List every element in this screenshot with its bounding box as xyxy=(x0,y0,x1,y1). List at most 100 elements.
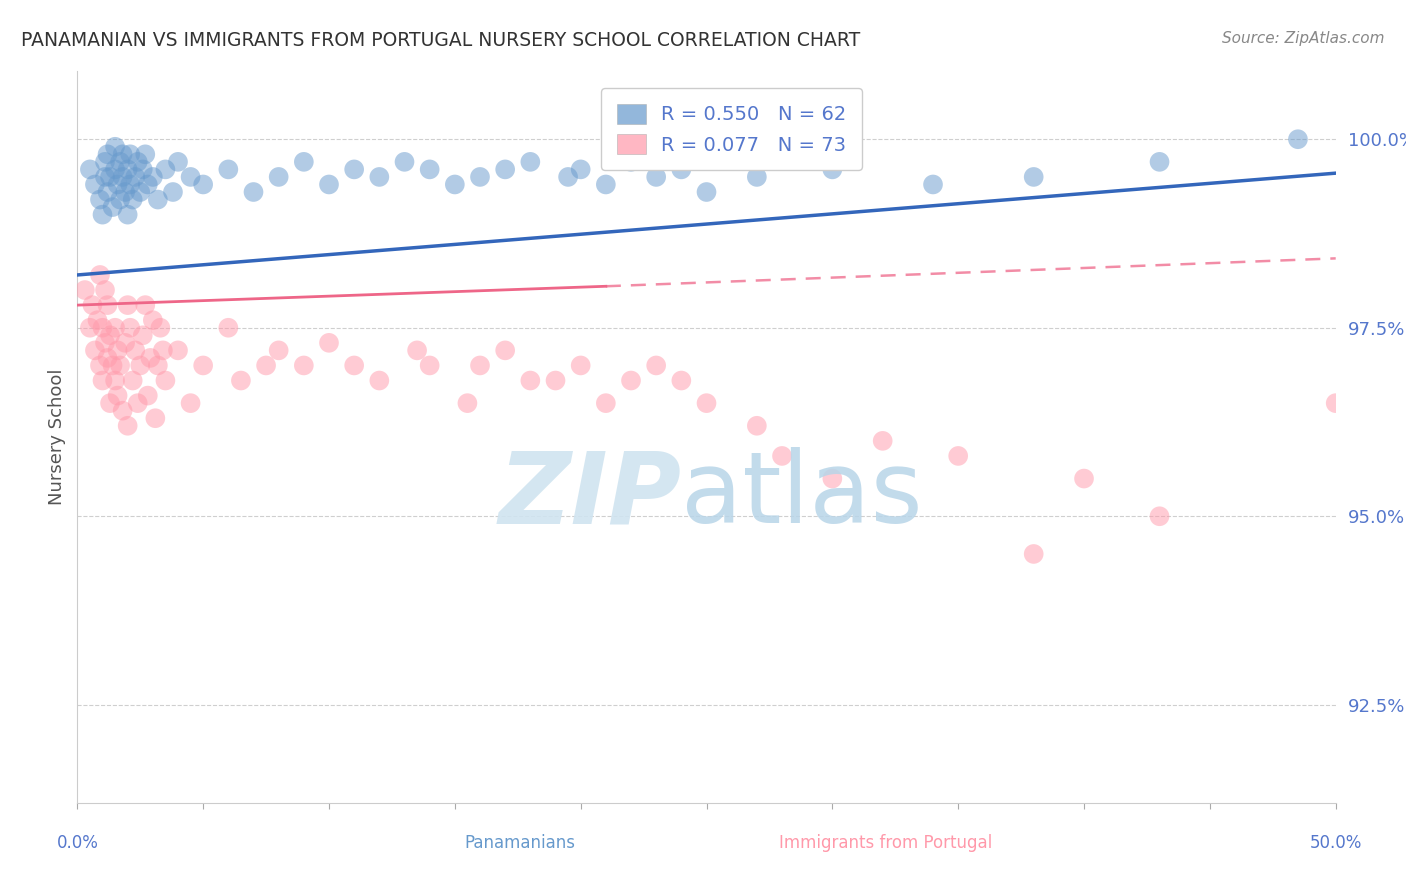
Point xyxy=(94,169,117,184)
Point xyxy=(146,359,169,373)
Point xyxy=(89,193,111,207)
Point xyxy=(292,154,315,169)
Point xyxy=(1286,132,1309,146)
Point xyxy=(872,434,894,448)
Point xyxy=(155,162,177,177)
Point xyxy=(127,396,149,410)
Point xyxy=(89,359,111,373)
Point xyxy=(96,351,118,365)
Point xyxy=(494,162,516,177)
Point xyxy=(96,298,118,312)
Point xyxy=(132,162,155,177)
Text: Immigrants from Portugal: Immigrants from Portugal xyxy=(779,834,993,852)
Point xyxy=(146,193,169,207)
Point xyxy=(108,193,131,207)
Point xyxy=(111,403,134,417)
Point xyxy=(107,178,129,192)
Point xyxy=(1022,547,1045,561)
Point xyxy=(343,162,366,177)
Point xyxy=(111,169,134,184)
Point xyxy=(696,396,718,410)
Point xyxy=(343,359,366,373)
Point xyxy=(162,185,184,199)
Point xyxy=(948,449,970,463)
Point xyxy=(821,162,844,177)
Point xyxy=(107,389,129,403)
Text: 0.0%: 0.0% xyxy=(56,834,98,852)
Point xyxy=(406,343,429,358)
Point xyxy=(79,320,101,334)
Point xyxy=(595,178,617,192)
Point xyxy=(569,162,592,177)
Point xyxy=(569,359,592,373)
Point xyxy=(180,169,202,184)
Point xyxy=(129,185,152,199)
Point xyxy=(671,162,693,177)
Point xyxy=(120,147,142,161)
Point xyxy=(696,185,718,199)
Point xyxy=(1149,509,1171,524)
Point xyxy=(94,154,117,169)
Point xyxy=(134,147,156,161)
Point xyxy=(101,359,124,373)
Point xyxy=(108,359,131,373)
Point xyxy=(86,313,108,327)
Point xyxy=(124,343,146,358)
Point xyxy=(114,185,136,199)
Point xyxy=(1324,396,1347,410)
Point xyxy=(98,328,121,343)
Text: PANAMANIAN VS IMMIGRANTS FROM PORTUGAL NURSERY SCHOOL CORRELATION CHART: PANAMANIAN VS IMMIGRANTS FROM PORTUGAL N… xyxy=(21,31,860,50)
Point xyxy=(117,162,139,177)
Point xyxy=(267,169,290,184)
Point xyxy=(444,178,467,192)
Point xyxy=(108,154,131,169)
Point xyxy=(82,298,104,312)
Point xyxy=(94,283,117,297)
Point xyxy=(134,298,156,312)
Point xyxy=(745,418,768,433)
Point xyxy=(394,154,416,169)
Point xyxy=(770,449,793,463)
Point xyxy=(149,320,172,334)
Point xyxy=(468,169,491,184)
Point xyxy=(180,396,202,410)
Point xyxy=(242,185,264,199)
Point xyxy=(73,283,96,297)
Point xyxy=(120,320,142,334)
Point xyxy=(94,335,117,350)
Point xyxy=(124,169,146,184)
Point xyxy=(104,162,127,177)
Point xyxy=(645,359,668,373)
Point xyxy=(79,162,101,177)
Point xyxy=(143,411,166,425)
Point xyxy=(419,359,441,373)
Point xyxy=(96,185,118,199)
Point xyxy=(167,343,190,358)
Point xyxy=(821,471,844,485)
Point xyxy=(139,351,162,365)
Point xyxy=(84,343,107,358)
Point xyxy=(419,162,441,177)
Point xyxy=(254,359,277,373)
Text: ZIP: ZIP xyxy=(498,447,682,544)
Point xyxy=(117,298,139,312)
Point xyxy=(595,396,617,410)
Point xyxy=(104,140,127,154)
Point xyxy=(368,169,391,184)
Point xyxy=(1022,169,1045,184)
Text: Source: ZipAtlas.com: Source: ZipAtlas.com xyxy=(1222,31,1385,46)
Point xyxy=(557,169,579,184)
Legend: R = 0.550   N = 62, R = 0.077   N = 73: R = 0.550 N = 62, R = 0.077 N = 73 xyxy=(602,88,862,170)
Point xyxy=(96,147,118,161)
Point xyxy=(267,343,290,358)
Point xyxy=(120,178,142,192)
Point xyxy=(745,169,768,184)
Point xyxy=(519,154,541,169)
Point xyxy=(155,374,177,388)
Point xyxy=(217,320,239,334)
Point xyxy=(620,374,643,388)
Point xyxy=(117,418,139,433)
Point xyxy=(121,193,143,207)
Point xyxy=(152,343,174,358)
Point xyxy=(544,374,567,388)
